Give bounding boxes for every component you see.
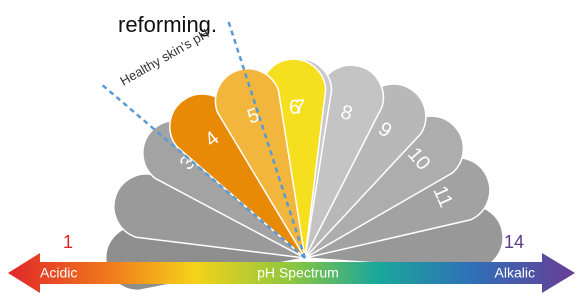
scale-high: 14	[504, 232, 524, 252]
scale-left-label: Acidic	[40, 265, 77, 281]
ph-diagram: reforming. 34567891011 Healthy skin's pH…	[0, 0, 582, 302]
scale-right-label: Alkalic	[495, 265, 535, 281]
scale-low: 1	[63, 232, 73, 252]
page: reforming. 34567891011 Healthy skin's pH…	[0, 0, 582, 302]
scale-center-label: pH Spectrum	[257, 265, 339, 281]
petal-label: 7	[294, 96, 306, 118]
